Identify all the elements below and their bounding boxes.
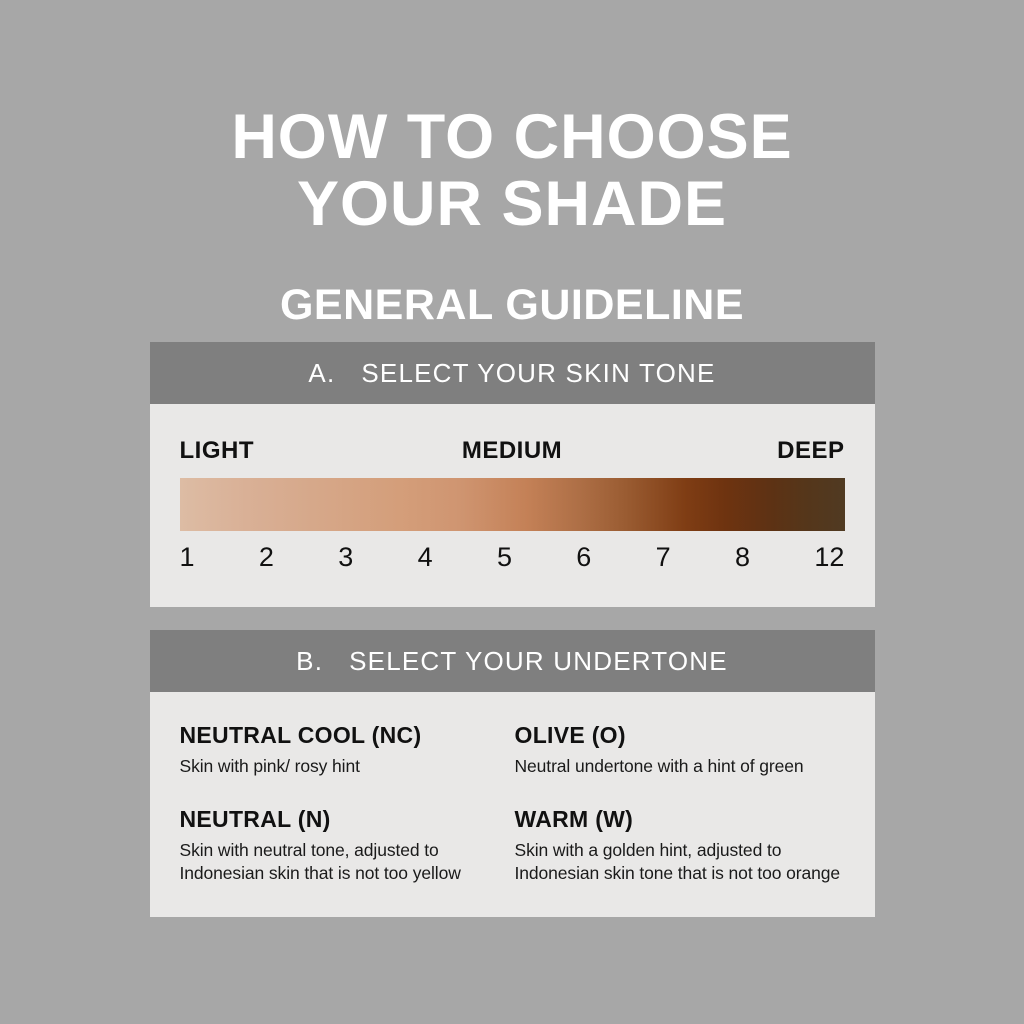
section-b-prefix: B. <box>296 645 324 676</box>
skin-tone-section-body: LIGHT MEDIUM DEEP 1 2 3 4 5 6 7 8 12 <box>149 404 875 607</box>
undertone-item-neutral-cool: NEUTRAL COOL (NC) Skin with pink/ rosy h… <box>180 722 515 778</box>
shade-number-7: 7 <box>655 542 671 572</box>
shade-number-2: 2 <box>258 542 274 572</box>
page-title: HOW TO CHOOSE YOUR SHADE <box>0 0 1024 238</box>
section-b-heading: SELECT YOUR UNDERTONE <box>349 645 728 676</box>
tone-label-deep: DEEP <box>777 437 845 464</box>
shade-number-8: 8 <box>735 542 751 572</box>
undertone-description: Neutral undertone with a hint of green <box>514 756 804 776</box>
undertone-item-warm: WARM (W) Skin with a golden hint, adjust… <box>515 806 845 885</box>
undertone-name: OLIVE (O) <box>514 722 626 748</box>
shade-number-5: 5 <box>496 542 512 572</box>
shade-numbers-row: 1 2 3 4 5 6 7 8 12 <box>180 542 845 573</box>
shade-number-1: 1 <box>179 542 195 572</box>
undertone-description: Skin with a golden hint, adjusted to Ind… <box>514 840 841 883</box>
tone-labels-row: LIGHT MEDIUM DEEP <box>180 438 845 464</box>
undertone-name: WARM (W) <box>514 806 634 832</box>
section-a-heading: SELECT YOUR SKIN TONE <box>361 357 716 388</box>
shade-number-12: 12 <box>814 542 845 572</box>
undertone-item-olive: OLIVE (O) Neutral undertone with a hint … <box>515 722 845 778</box>
skin-tone-gradient-bar <box>179 478 845 531</box>
undertone-description: Skin with pink/ rosy hint <box>179 756 360 776</box>
undertone-name: NEUTRAL COOL (NC) <box>179 722 422 748</box>
shade-number-6: 6 <box>576 542 592 572</box>
skin-tone-section: A. SELECT YOUR SKIN TONE LIGHT MEDIUM DE… <box>149 342 875 607</box>
shade-number-3: 3 <box>338 542 354 572</box>
undertone-section-header: B. SELECT YOUR UNDERTONE <box>149 630 875 692</box>
subtitle: GENERAL GUIDELINE <box>279 281 745 329</box>
section-a-prefix: A. <box>308 357 336 388</box>
undertone-name: NEUTRAL (N) <box>179 806 331 832</box>
undertone-item-neutral: NEUTRAL (N) Skin with neutral tone, adju… <box>180 806 515 885</box>
title-line-2: YOUR SHADE <box>296 169 728 239</box>
undertone-section: B. SELECT YOUR UNDERTONE NEUTRAL COOL (N… <box>149 630 875 917</box>
tone-label-light: LIGHT <box>179 437 254 464</box>
title-line-1: HOW TO CHOOSE <box>231 102 793 172</box>
shade-number-4: 4 <box>417 542 433 572</box>
skin-tone-section-header: A. SELECT YOUR SKIN TONE <box>149 342 875 404</box>
undertone-section-body: NEUTRAL COOL (NC) Skin with pink/ rosy h… <box>149 692 875 917</box>
undertone-description: Skin with neutral tone, adjusted to Indo… <box>179 840 461 883</box>
tone-label-medium: MEDIUM <box>461 437 563 464</box>
